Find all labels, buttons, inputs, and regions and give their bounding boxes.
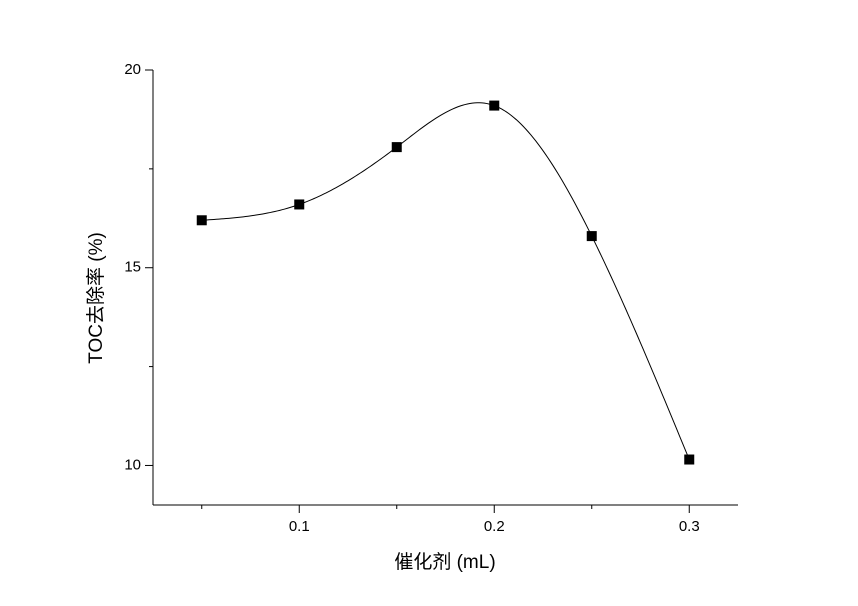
- x-axis-label: 催化剂 (mL): [394, 551, 495, 573]
- x-tick-label: 0.2: [484, 518, 505, 535]
- marker: [489, 100, 500, 111]
- marker: [196, 215, 207, 226]
- x-tick-label: 0.1: [289, 518, 310, 535]
- marker: [586, 231, 597, 242]
- y-axis-label: TOC去除率 (%): [85, 232, 107, 364]
- x-tick-label: 0.3: [679, 518, 700, 535]
- marker: [684, 454, 695, 465]
- y-tick-label: 10: [124, 456, 141, 473]
- marker: [391, 142, 402, 153]
- y-tick-label: 15: [124, 259, 141, 276]
- y-tick-label: 20: [124, 61, 141, 78]
- marker: [294, 199, 305, 210]
- line: [201, 102, 690, 460]
